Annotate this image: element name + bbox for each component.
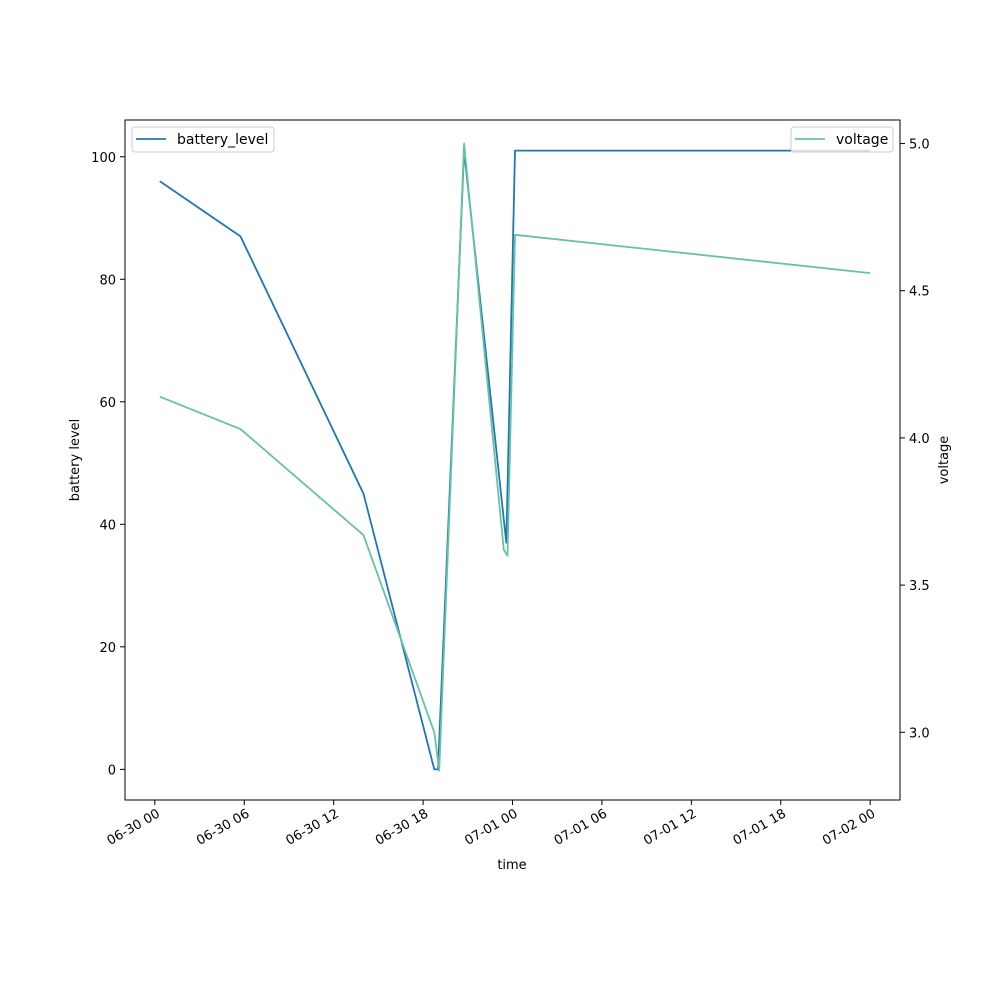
- y-right-tick-label: 4.0: [909, 432, 930, 447]
- legend-left: battery_level: [131, 126, 275, 153]
- series-line-voltage: [159, 142, 871, 772]
- series-line-battery-level: [159, 149, 871, 771]
- y-right-tick-label: 3.5: [909, 579, 930, 594]
- legend-right: voltage: [790, 126, 894, 153]
- y-right-tick-label: 4.5: [909, 285, 930, 300]
- series-lines: [159, 142, 871, 772]
- legend-label-voltage: voltage: [836, 132, 888, 148]
- y-axis-left-title: battery level: [68, 419, 83, 502]
- y-right-tick-label: 5.0: [909, 138, 930, 153]
- y-left-tick-label: 100: [91, 151, 116, 166]
- y-left-tick-label: 60: [99, 396, 116, 411]
- legend-right-box: [790, 126, 894, 153]
- y-left-tick-label: 40: [99, 518, 116, 533]
- y-left-tick-label: 20: [99, 641, 116, 656]
- y-right-tick-label: 3.0: [909, 726, 930, 741]
- legend-left-box: [131, 126, 275, 153]
- legend-label-battery-level: battery_level: [177, 132, 268, 148]
- y-axis-right: 3.0 3.5 4.0 4.5 5.0: [900, 138, 930, 741]
- y-axis-right-title: voltage: [937, 436, 952, 485]
- plot-area: [125, 120, 900, 800]
- y-left-tick-label: 0: [108, 763, 116, 778]
- x-axis-title: time: [497, 858, 526, 873]
- y-axis-left: 0 20 40 60 80 100: [91, 151, 125, 778]
- y-left-tick-label: 80: [99, 273, 116, 288]
